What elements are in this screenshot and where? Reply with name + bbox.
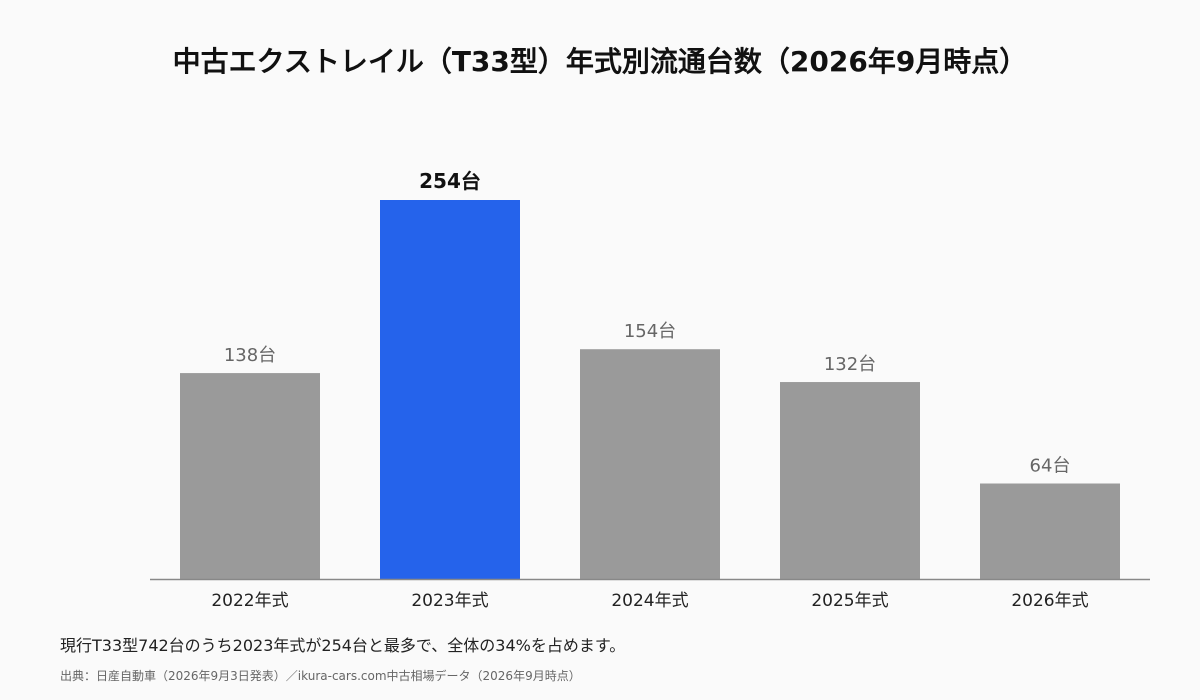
value-label: 132台 — [824, 354, 876, 375]
value-label: 154台 — [624, 321, 676, 342]
x-tick-label: 2024年式 — [611, 591, 688, 611]
value-label: 64台 — [1030, 456, 1071, 477]
x-tick-label: 2023年式 — [411, 591, 488, 611]
bar-2024年式 — [580, 349, 720, 579]
bar-2025年式 — [780, 382, 920, 579]
x-tick-label: 2025年式 — [811, 591, 888, 611]
source-note: 出典：日産自動車（2026年9月3日発表）／ikura-cars.com中古相場… — [60, 669, 581, 683]
bar-2023年式 — [380, 200, 520, 579]
bar-chart: 138台 2022年式 254台 2023年式 154台 2024年式 132台 2025年式… — [150, 169, 1150, 611]
bar-2022年式 — [180, 373, 320, 579]
chart-title: 中古エクストレイル（T33型）年式別流通台数（2026年9月時点） — [172, 45, 1028, 78]
summary-text: 現行T33型742台のうち2023年式が254台と最多で、全体の34%を占めます… — [60, 636, 626, 655]
x-tick-label: 2026年式 — [1011, 591, 1088, 611]
value-label: 254台 — [419, 169, 481, 193]
value-label: 138台 — [224, 345, 276, 366]
x-tick-label: 2022年式 — [211, 591, 288, 611]
bar-2026年式 — [980, 483, 1120, 579]
